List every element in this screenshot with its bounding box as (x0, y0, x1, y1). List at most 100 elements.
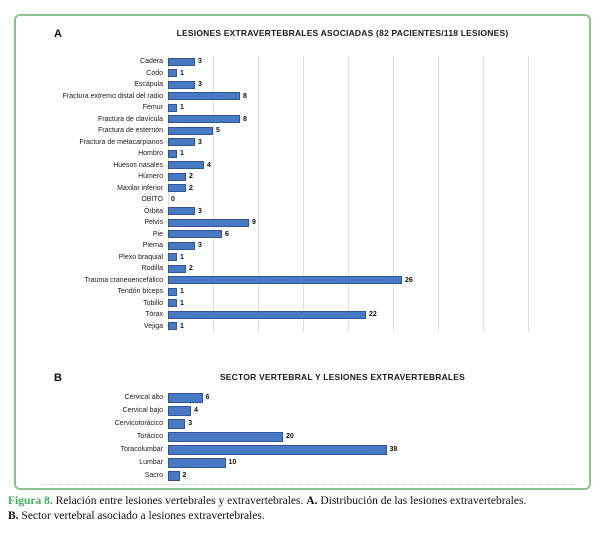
chart-row: Tórax 22 (42, 309, 576, 321)
category-label: Huesos nasales (113, 161, 163, 169)
bar (168, 115, 240, 124)
bar (168, 138, 195, 147)
bar (168, 161, 204, 170)
value-label: 1 (180, 150, 184, 158)
category-label: Sacro (144, 472, 163, 479)
bar (168, 80, 195, 89)
bar (168, 418, 186, 429)
chart-row: Fractura extremo distal del radio 8 (42, 91, 576, 103)
bar (168, 392, 203, 403)
value-label: 3 (198, 207, 202, 215)
value-label: 8 (243, 92, 247, 100)
value-label: 9 (252, 219, 256, 227)
bar-track: 3 (168, 206, 576, 218)
category-label: Fémur (142, 104, 163, 112)
chart-row: Fémur 1 (42, 102, 576, 114)
panel-a-letter: A (54, 28, 62, 40)
value-label: 1 (180, 104, 184, 112)
chart-b-title: SECTOR VERTEBRAL Y LESIONES EXTRAVERTEBR… (219, 372, 466, 382)
chart-row: Plexo braquial 1 (42, 252, 576, 264)
bar (168, 287, 177, 296)
chart-row: Maxilar inferior 2 (42, 183, 576, 195)
category-label: Fractura de esternón (98, 127, 163, 135)
chart-row: ÓBITO 0 (42, 194, 576, 206)
value-label: 8 (243, 115, 247, 123)
category-label: Tórax (145, 311, 163, 319)
category-label: Tobillo (143, 299, 163, 307)
chart-row: Tendón bíceps 1 (42, 286, 576, 298)
chart-row: Cervical bajo 4 (42, 404, 576, 417)
bar-track: 10 (168, 456, 576, 469)
value-label: 4 (194, 407, 198, 414)
caption-figure-label: Figura 8. (8, 495, 53, 507)
bar (168, 322, 177, 331)
bar (168, 253, 177, 262)
chart-row: Órbita 3 (42, 206, 576, 218)
bar-track: 3 (168, 417, 576, 430)
category-label: Fractura extremo distal del radio (62, 92, 163, 100)
category-label: Escápula (134, 81, 163, 89)
chart-row: Huesos nasales 4 (42, 160, 576, 172)
bar (168, 299, 177, 308)
category-label: Maxilar inferior (117, 184, 163, 192)
bar-track: 8 (168, 91, 576, 103)
category-label: Órbita (143, 207, 163, 215)
category-label: Cervical alto (124, 394, 163, 401)
chart-row: Codo 1 (42, 68, 576, 80)
chart-row: Lumbar 10 (42, 456, 576, 469)
bar-track: 8 (168, 114, 576, 126)
category-label: Plexo braquial (118, 253, 163, 261)
caption-b-mark: B. (8, 510, 19, 522)
value-label: 1 (180, 69, 184, 77)
bar (168, 241, 195, 250)
category-label: Rodilla (141, 265, 163, 273)
category-label: Codo (146, 69, 163, 77)
category-label: Tendón bíceps (117, 288, 163, 296)
caption-text-1: Relación entre lesiones vertebrales y ex… (52, 495, 307, 507)
figure-panel: A LESIONES EXTRAVERTEBRALES ASOCIADAS (8… (14, 14, 591, 490)
value-label: 3 (198, 81, 202, 89)
bar (168, 457, 226, 468)
bar-track: 1 (168, 148, 576, 160)
value-label: 2 (189, 184, 193, 192)
value-label: 2 (189, 265, 193, 273)
bar-track: 3 (168, 56, 576, 68)
value-label: 2 (182, 472, 187, 479)
bar-track: 4 (168, 404, 576, 417)
chart-a-title: LESIONES EXTRAVERTEBRALES ASOCIADAS (82 … (176, 28, 509, 38)
value-label: 3 (198, 242, 202, 250)
value-label: 4 (207, 161, 211, 169)
category-label: Trauma craneoencefálico (84, 276, 163, 284)
chart-row: Tobillo 1 (42, 298, 576, 310)
chart-row: Pelvis 9 (42, 217, 576, 229)
bar (168, 276, 402, 285)
bar-track: 5 (168, 125, 576, 137)
bar-track: 22 (168, 309, 576, 321)
category-label: ÓBITO (141, 196, 163, 204)
value-label: 0 (171, 196, 175, 204)
category-label: Torácico (136, 433, 163, 440)
value-label: 1 (180, 253, 184, 261)
value-label: 6 (225, 230, 229, 238)
caption-text-2: Distribución de las lesiones extraverteb… (317, 495, 527, 507)
bar-track: 3 (168, 240, 576, 252)
chart-row: Rodilla 2 (42, 263, 576, 275)
bar-track: 2 (168, 263, 576, 275)
chart-row: Hombro 1 (42, 148, 576, 160)
bar (168, 405, 191, 416)
category-label: Fractura de metacarpianos (79, 138, 163, 146)
category-label: Húmero (138, 173, 163, 181)
chart-row: Fractura de metacarpianos 3 (42, 137, 576, 149)
bar (168, 310, 366, 319)
value-label: 3 (188, 420, 193, 427)
chart-row: Sacro 2 (42, 469, 576, 482)
bar-track: 38 (168, 443, 576, 456)
chart-row: Trauma craneoencefálico 26 (42, 275, 576, 287)
bar (168, 126, 213, 135)
bar (168, 207, 195, 216)
panel-b-letter: B (54, 372, 62, 384)
bar (168, 92, 240, 101)
bar-track: 6 (168, 391, 576, 404)
bar (168, 264, 186, 273)
bar (168, 470, 180, 481)
